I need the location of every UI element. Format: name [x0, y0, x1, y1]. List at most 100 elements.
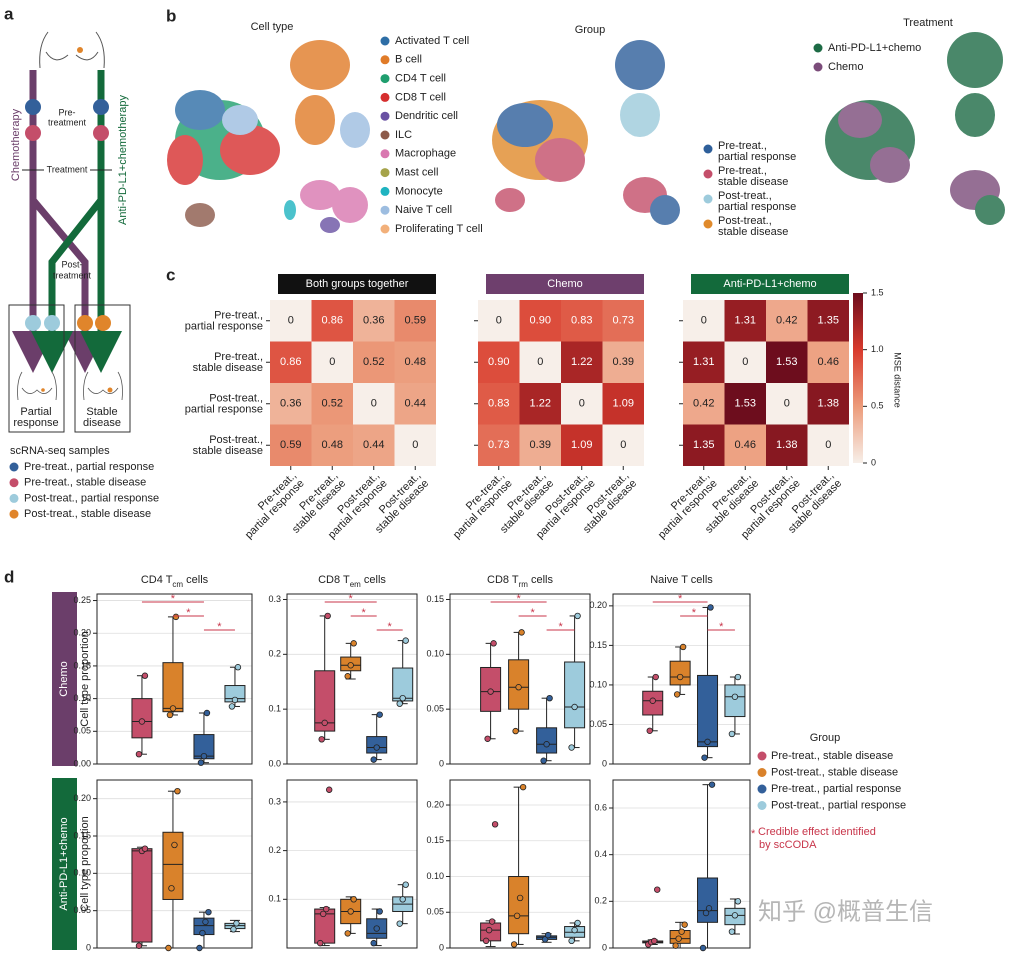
y-tick-label: 0.3 [268, 594, 281, 604]
heatmap-cell [602, 424, 644, 466]
title-part: CD8 T [318, 574, 350, 586]
sig-star: * [692, 607, 697, 619]
heatmap-cell [724, 383, 766, 425]
cell-label: 1.31 [693, 356, 714, 368]
colorbar-tick-label: 0.5 [871, 401, 884, 411]
heatmap-title-bar [486, 274, 644, 294]
cell-label: 1.09 [613, 398, 634, 410]
data-point [138, 718, 146, 725]
heatmap-cell [602, 341, 644, 383]
data-point [326, 786, 333, 793]
stage-label: Pre- [58, 107, 75, 117]
legend-dot [813, 62, 823, 72]
cell-label: 1.09 [571, 439, 592, 451]
outcome-label: response [13, 417, 58, 429]
cell-label: 1.35 [693, 439, 714, 451]
y-tick-label: 0.05 [73, 726, 91, 736]
title-part: CD4 T [141, 574, 173, 586]
cell-label: 0 [701, 315, 707, 327]
data-point [651, 937, 658, 945]
heatmap-cell [270, 300, 312, 342]
data-point [734, 673, 742, 681]
box [724, 684, 746, 718]
legend-dot [757, 801, 767, 810]
row-band [52, 592, 77, 766]
data-point [484, 735, 491, 742]
cell-label: 0.73 [488, 439, 509, 451]
data-point [344, 930, 351, 937]
colorbar [853, 293, 863, 463]
legend-label: stable disease [718, 226, 788, 238]
colorbar-tick-label: 1.0 [871, 344, 884, 354]
heatmap-cell [478, 424, 520, 466]
title-part: Naive T cells [650, 574, 713, 586]
data-point [199, 929, 206, 937]
stage-label: Treatment [47, 164, 88, 174]
heatmap-cell [519, 341, 561, 383]
data-point [568, 937, 575, 945]
data-point [174, 788, 181, 795]
cell-label: 0 [784, 398, 790, 410]
outcome-box [8, 304, 65, 433]
y-tick-label: 0.15 [73, 830, 91, 840]
title-part: CD8 T [487, 574, 519, 586]
legend-label: Post-treat., stable disease [24, 508, 151, 520]
row-label: stable disease [193, 362, 263, 374]
sample-dot [25, 315, 41, 331]
colorbar-label: MSE distance [893, 352, 903, 408]
y-tick-label: 0 [439, 758, 444, 768]
cell-label: 0.39 [613, 356, 634, 368]
legend-dot [703, 169, 713, 179]
y-tick-label: 0.10 [589, 679, 607, 689]
data-point [516, 894, 524, 902]
legend-label: Chemo [828, 61, 863, 73]
stage-label: Post- [61, 259, 82, 269]
data-point [323, 905, 330, 913]
y-axis-label: Cell type proportion [79, 816, 91, 911]
cell-label: 1.22 [530, 398, 551, 410]
y-tick-label: 0.20 [73, 793, 91, 803]
data-point [673, 691, 681, 698]
data-point [510, 941, 518, 948]
heatmap-cell [353, 300, 395, 342]
legend-dot [703, 219, 713, 229]
cell-label: 1.53 [776, 356, 797, 368]
data-point [165, 944, 172, 952]
data-point [652, 673, 659, 681]
legend-label: Macrophage [395, 148, 456, 160]
title-part: cells [183, 574, 209, 586]
data-point [166, 711, 174, 719]
sig-star: * [217, 621, 222, 633]
data-point [200, 752, 208, 760]
heatmap-cell [683, 341, 725, 383]
legend-title: Group [810, 732, 841, 744]
data-point [376, 711, 383, 718]
data-point [541, 936, 549, 943]
data-point [350, 896, 357, 903]
data-point [731, 693, 739, 700]
cell-label: 0 [825, 439, 831, 451]
cell-label: 0 [288, 315, 294, 327]
cell-label: 0.39 [530, 439, 551, 451]
data-point [707, 604, 714, 611]
data-point [571, 703, 578, 711]
data-point [540, 757, 547, 764]
heatmap-cell [724, 424, 766, 466]
data-point [321, 719, 328, 727]
row-label: partial response [185, 321, 263, 333]
y-tick-label: 0.05 [589, 719, 607, 729]
data-point [649, 697, 656, 704]
legend-dot [703, 144, 713, 154]
cell-label: 0.86 [280, 356, 301, 368]
row-label: Chemo [58, 661, 70, 696]
colorbar-tick-label: 0 [871, 457, 876, 467]
box [697, 674, 719, 748]
legend-label: Post-treat., [718, 190, 772, 202]
heatmap-cell [724, 341, 766, 383]
legend-dot [380, 205, 390, 215]
y-tick-label: 0.2 [268, 845, 281, 855]
cell-label: 0.42 [776, 315, 797, 327]
y-tick-label: 0.6 [594, 802, 607, 812]
sig-star: * [362, 607, 367, 619]
data-point [228, 703, 236, 710]
